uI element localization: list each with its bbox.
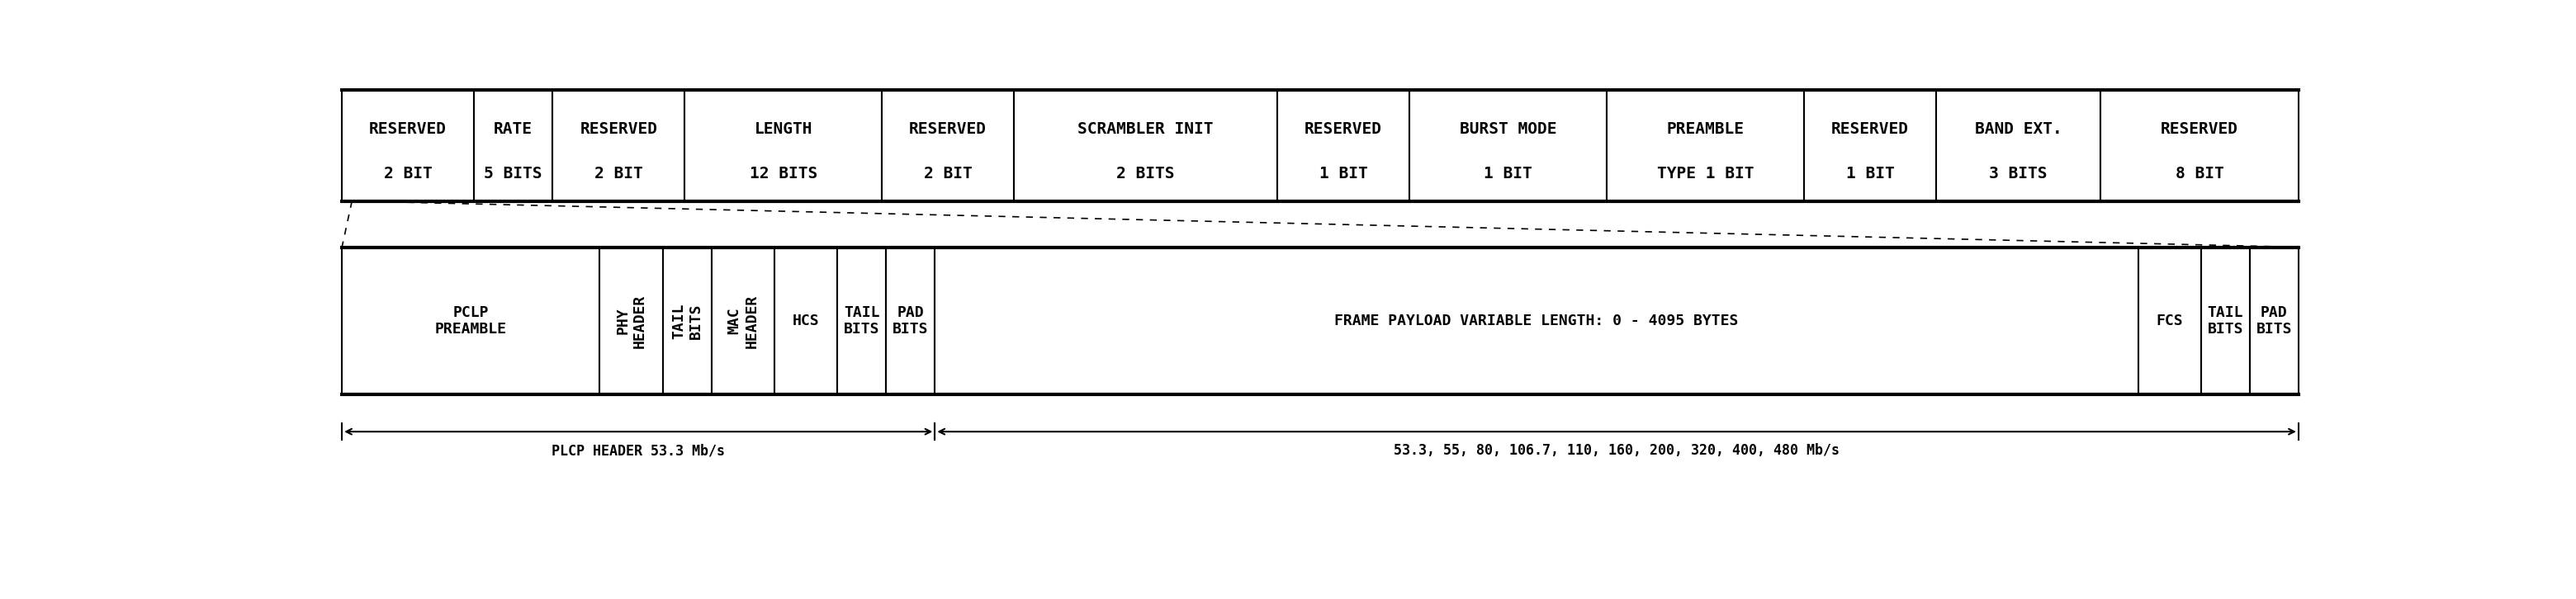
Text: RESERVED: RESERVED (1832, 121, 1909, 137)
Bar (881, 90, 1015, 201)
Bar (1937, 90, 2102, 201)
Text: PREAMBLE: PREAMBLE (1667, 121, 1744, 137)
Text: 8 BIT: 8 BIT (2174, 165, 2223, 181)
Text: 5 BITS: 5 BITS (484, 165, 544, 181)
Bar (343, 247, 600, 395)
Bar (1409, 90, 1607, 201)
Text: 1 BIT: 1 BIT (1847, 165, 1893, 181)
Text: PLCP HEADER 53.3 Mb/s: PLCP HEADER 53.3 Mb/s (551, 443, 724, 458)
Bar (886, 247, 935, 395)
Bar (600, 247, 662, 395)
Text: 2 BITS: 2 BITS (1115, 165, 1175, 181)
Text: 1 BIT: 1 BIT (1319, 165, 1368, 181)
Bar (685, 90, 881, 201)
Bar (554, 90, 685, 201)
Text: PAD
BITS: PAD BITS (894, 305, 927, 337)
Text: BURST MODE: BURST MODE (1461, 121, 1556, 137)
Text: LENGTH: LENGTH (755, 121, 811, 137)
Text: PCLP
PREAMBLE: PCLP PREAMBLE (435, 305, 507, 337)
Text: 2 BIT: 2 BIT (384, 165, 433, 181)
Text: MAC
HEADER: MAC HEADER (726, 294, 760, 348)
Bar (2102, 90, 2298, 201)
Text: FCS: FCS (2156, 313, 2182, 328)
Bar (775, 247, 837, 395)
Bar (837, 247, 886, 395)
Bar (2200, 247, 2249, 395)
Text: TAIL
BITS: TAIL BITS (845, 305, 881, 337)
Text: 53.3, 55, 80, 106.7, 110, 160, 200, 320, 400, 480 Mb/s: 53.3, 55, 80, 106.7, 110, 160, 200, 320,… (1394, 443, 1839, 458)
Bar (662, 247, 711, 395)
Bar (2249, 247, 2298, 395)
Bar (1803, 90, 1937, 201)
Bar (343, 90, 474, 201)
Text: 2 BIT: 2 BIT (595, 165, 644, 181)
Text: RESERVED: RESERVED (580, 121, 657, 137)
Text: RESERVED: RESERVED (909, 121, 987, 137)
Bar (1607, 90, 1803, 201)
Text: 3 BITS: 3 BITS (1989, 165, 2048, 181)
Text: PHY
HEADER: PHY HEADER (616, 294, 647, 348)
Text: RESERVED: RESERVED (368, 121, 446, 137)
Text: TYPE 1 BIT: TYPE 1 BIT (1656, 165, 1754, 181)
Text: HCS: HCS (793, 313, 819, 328)
Text: TAIL
BITS: TAIL BITS (2208, 305, 2244, 337)
Text: BAND EXT.: BAND EXT. (1976, 121, 2063, 137)
Text: PAD
BITS: PAD BITS (2257, 305, 2293, 337)
Text: RESERVED: RESERVED (2161, 121, 2239, 137)
Text: 12 BITS: 12 BITS (750, 165, 817, 181)
Bar (2138, 247, 2200, 395)
Text: FRAME PAYLOAD VARIABLE LENGTH: 0 - 4095 BYTES: FRAME PAYLOAD VARIABLE LENGTH: 0 - 4095 … (1334, 313, 1739, 328)
Text: RATE: RATE (495, 121, 533, 137)
Bar (474, 90, 554, 201)
Text: SCRAMBLER INIT: SCRAMBLER INIT (1077, 121, 1213, 137)
Bar (935, 247, 2138, 395)
Text: 2 BIT: 2 BIT (925, 165, 971, 181)
Text: RESERVED: RESERVED (1303, 121, 1383, 137)
Text: 1 BIT: 1 BIT (1484, 165, 1533, 181)
Bar (1015, 90, 1278, 201)
Text: TAIL
BITS: TAIL BITS (672, 303, 703, 339)
Bar (1278, 90, 1409, 201)
Bar (711, 247, 775, 395)
